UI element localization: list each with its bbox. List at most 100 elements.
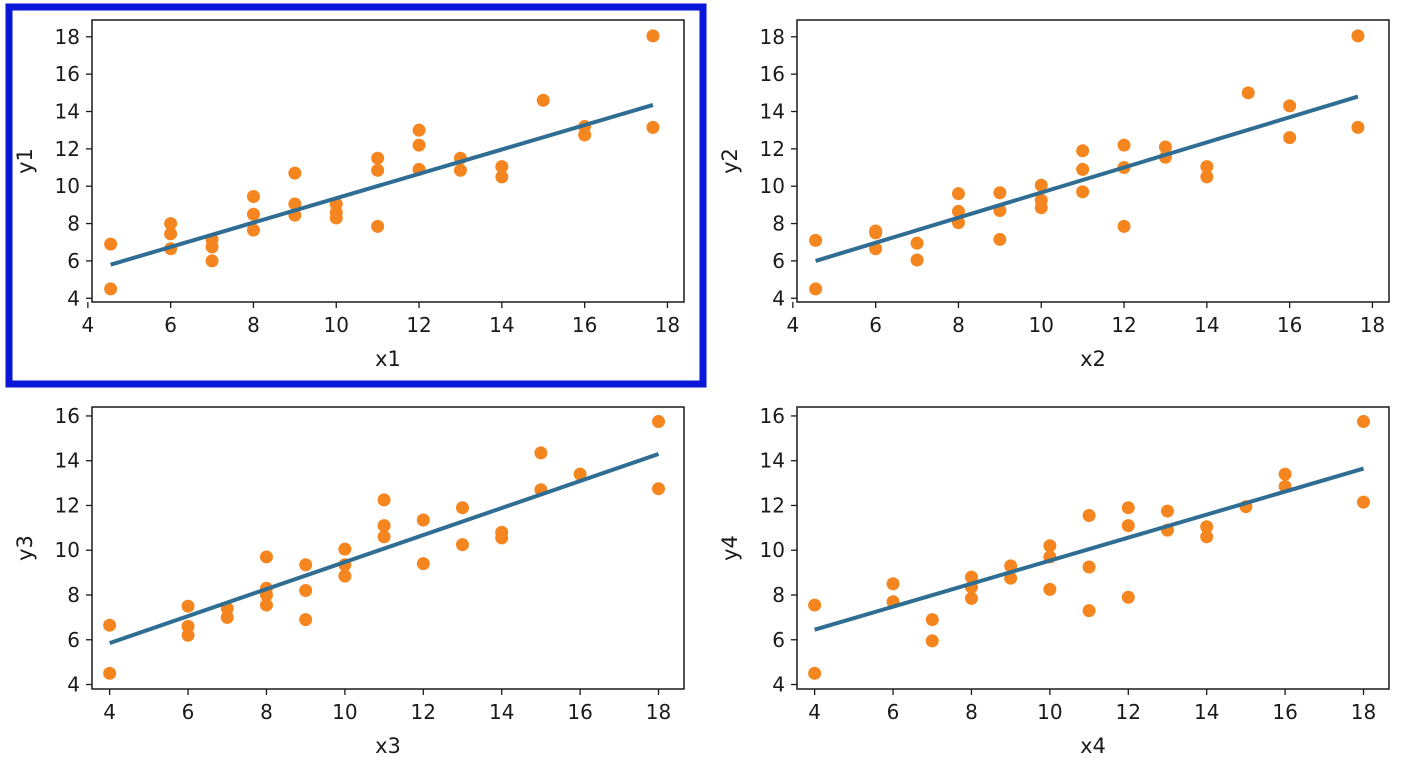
data-point xyxy=(1158,140,1172,154)
data-point xyxy=(1076,144,1090,158)
y-tick-label: 10 xyxy=(55,538,80,562)
y-tick-label: 10 xyxy=(760,538,785,562)
data-point xyxy=(1351,29,1365,43)
data-point xyxy=(964,570,978,584)
data-point xyxy=(993,186,1007,200)
data-point xyxy=(869,224,883,238)
data-point xyxy=(809,282,823,296)
x-tick-label: 16 xyxy=(1272,700,1297,724)
data-point xyxy=(205,254,219,268)
subplot-x4-y4[interactable]: 4 6 8 10 12 14 16 18 4 6 8 10 12 14 16 x4 y4 xyxy=(718,404,1390,758)
y-tick-label: 8 xyxy=(772,212,785,236)
data-point xyxy=(1241,86,1255,100)
y-tick-label: 18 xyxy=(760,25,785,49)
data-point xyxy=(259,550,273,564)
data-point xyxy=(1043,582,1057,596)
y-axis-label: y4 xyxy=(718,535,742,561)
x-tick-label: 10 xyxy=(324,313,349,337)
data-point xyxy=(1283,99,1297,113)
data-point xyxy=(371,151,385,165)
x-tick-label: 6 xyxy=(182,700,195,724)
regression-line xyxy=(814,466,1365,632)
y-tick-label: 14 xyxy=(55,100,80,124)
x-tick-label: 12 xyxy=(1111,313,1136,337)
data-point xyxy=(288,166,302,180)
x-tick-label: 18 xyxy=(655,313,680,337)
y-tick-label: 6 xyxy=(772,628,785,652)
y-tick-label: 16 xyxy=(760,404,785,428)
data-point xyxy=(1357,415,1371,429)
data-point xyxy=(246,223,260,237)
data-point xyxy=(495,170,509,184)
data-point xyxy=(455,501,469,515)
data-point xyxy=(104,237,118,251)
data-point xyxy=(164,227,178,241)
data-point xyxy=(646,29,660,43)
x-tick-label: 12 xyxy=(1116,700,1141,724)
subplot-x3-y3[interactable]: 4 6 8 10 12 14 16 18 4 6 8 10 12 14 16 x3 y3 xyxy=(13,404,685,758)
x-axis-label: x3 xyxy=(375,734,401,758)
axes-frame xyxy=(91,19,685,303)
x-tick-label: 16 xyxy=(1277,313,1302,337)
data-point xyxy=(453,163,467,177)
data-point xyxy=(1034,178,1048,192)
data-point xyxy=(808,666,822,680)
y-tick-label: 12 xyxy=(55,137,80,161)
x-tick-label: 14 xyxy=(1194,700,1219,724)
x-tick-label: 6 xyxy=(887,700,900,724)
data-point xyxy=(1117,138,1131,152)
x-tick-label: 12 xyxy=(406,313,431,337)
data-point xyxy=(1082,604,1096,618)
plot-area: 4 6 8 10 12 14 16 18 4 6 8 10 12 14 16 18 xyxy=(55,19,685,337)
y-tick-label: 12 xyxy=(760,137,785,161)
x-tick-label: 14 xyxy=(1194,313,1219,337)
x-tick-label: 4 xyxy=(808,700,821,724)
y-tick-label: 10 xyxy=(760,174,785,198)
data-point xyxy=(1121,501,1135,515)
subplot-x1-y1[interactable]: 4 6 8 10 12 14 16 18 4 6 8 10 12 14 16 18 x1 y1 xyxy=(13,19,685,371)
data-point xyxy=(412,138,426,152)
data-point xyxy=(416,557,430,571)
data-point xyxy=(1351,120,1365,134)
data-point xyxy=(1160,504,1174,518)
data-point xyxy=(646,120,660,134)
data-point xyxy=(377,493,391,507)
x-tick-label: 8 xyxy=(965,700,978,724)
data-point xyxy=(1200,160,1214,174)
y-tick-label: 18 xyxy=(55,25,80,49)
x-tick-label: 18 xyxy=(646,700,671,724)
x-tick-label: 16 xyxy=(567,700,592,724)
data-point xyxy=(104,282,118,296)
regression-line xyxy=(108,452,660,646)
data-point xyxy=(246,207,260,221)
data-point xyxy=(536,93,550,107)
data-point xyxy=(371,219,385,233)
data-point xyxy=(164,217,178,231)
data-point xyxy=(910,236,924,250)
subplot-x2-y2[interactable]: 4 6 8 10 12 14 16 18 4 6 8 10 12 14 16 18 x2 y2 xyxy=(718,19,1390,371)
x-tick-label: 4 xyxy=(81,313,94,337)
data-point xyxy=(288,197,302,211)
x-tick-label: 8 xyxy=(952,313,965,337)
data-point xyxy=(1121,590,1135,604)
data-point xyxy=(181,628,195,642)
regression-line xyxy=(110,103,654,267)
data-point xyxy=(964,591,978,605)
y-axis-label: y3 xyxy=(13,535,37,561)
data-point xyxy=(886,577,900,591)
plot-area: 4 6 8 10 12 14 16 18 4 6 8 10 12 14 16 18 xyxy=(760,19,1390,337)
data-point xyxy=(652,482,666,496)
data-point xyxy=(338,542,352,556)
data-point xyxy=(925,634,939,648)
y-tick-label: 12 xyxy=(760,493,785,517)
data-point xyxy=(809,233,823,247)
data-point xyxy=(181,619,195,633)
y-tick-label: 12 xyxy=(55,493,80,517)
data-point xyxy=(534,446,548,460)
data-point xyxy=(1034,193,1048,207)
y-tick-label: 4 xyxy=(772,286,785,310)
plot-area: 4 6 8 10 12 14 16 18 4 6 8 10 12 14 16 xyxy=(760,404,1390,724)
data-point xyxy=(925,613,939,627)
data-point xyxy=(338,569,352,583)
